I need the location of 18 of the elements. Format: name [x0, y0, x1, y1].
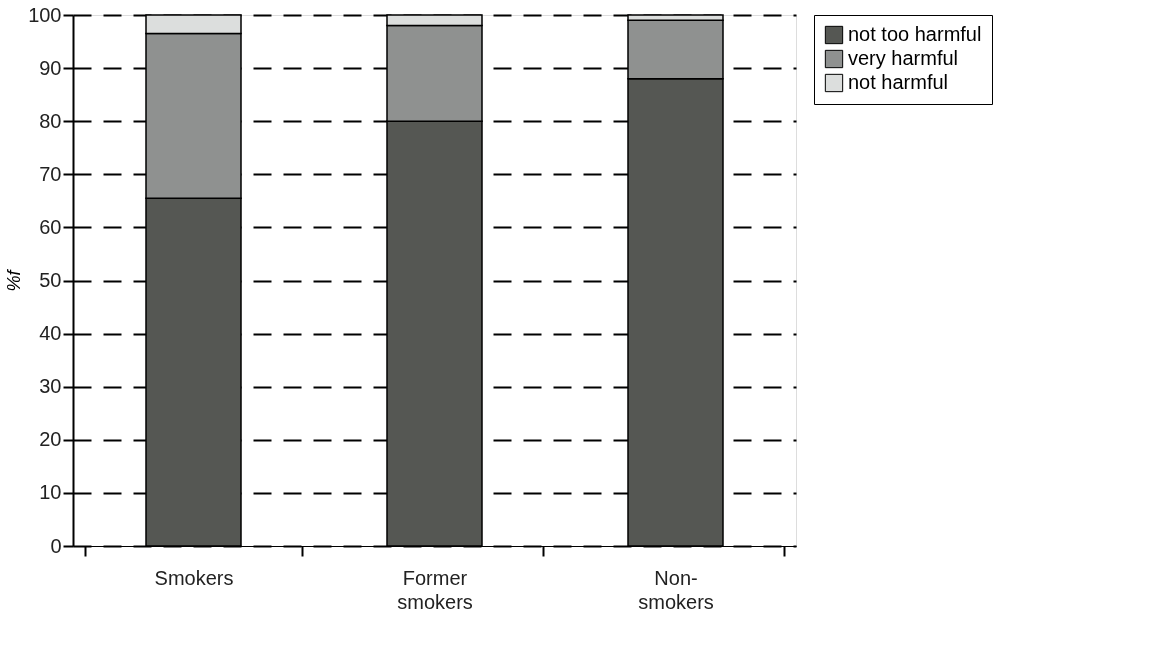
- y-tick-label: 100: [28, 3, 62, 26]
- y-tick-label: 30: [39, 375, 62, 398]
- legend-label: not too harmful: [848, 23, 982, 45]
- y-tick-label: 40: [39, 322, 62, 345]
- y-tick-label: 10: [39, 481, 62, 504]
- y-tick-label: 50: [39, 269, 62, 291]
- y-axis-title: %f: [4, 268, 25, 292]
- y-tick-label: 90: [39, 56, 62, 79]
- y-tick-label: 60: [39, 215, 62, 238]
- y-tick-label: 0: [50, 534, 62, 557]
- y-tick-label: 20: [39, 428, 62, 451]
- legend-label: not harmful: [848, 71, 949, 93]
- x-tick-label: Former smokers: [397, 566, 473, 613]
- y-tick-label: 70: [39, 162, 62, 185]
- y-tick-label: 80: [39, 109, 62, 132]
- legend-label: very harmful: [848, 47, 959, 69]
- x-tick-label: Smokers: [154, 566, 234, 589]
- x-tick-label: Non- smokers: [638, 566, 714, 613]
